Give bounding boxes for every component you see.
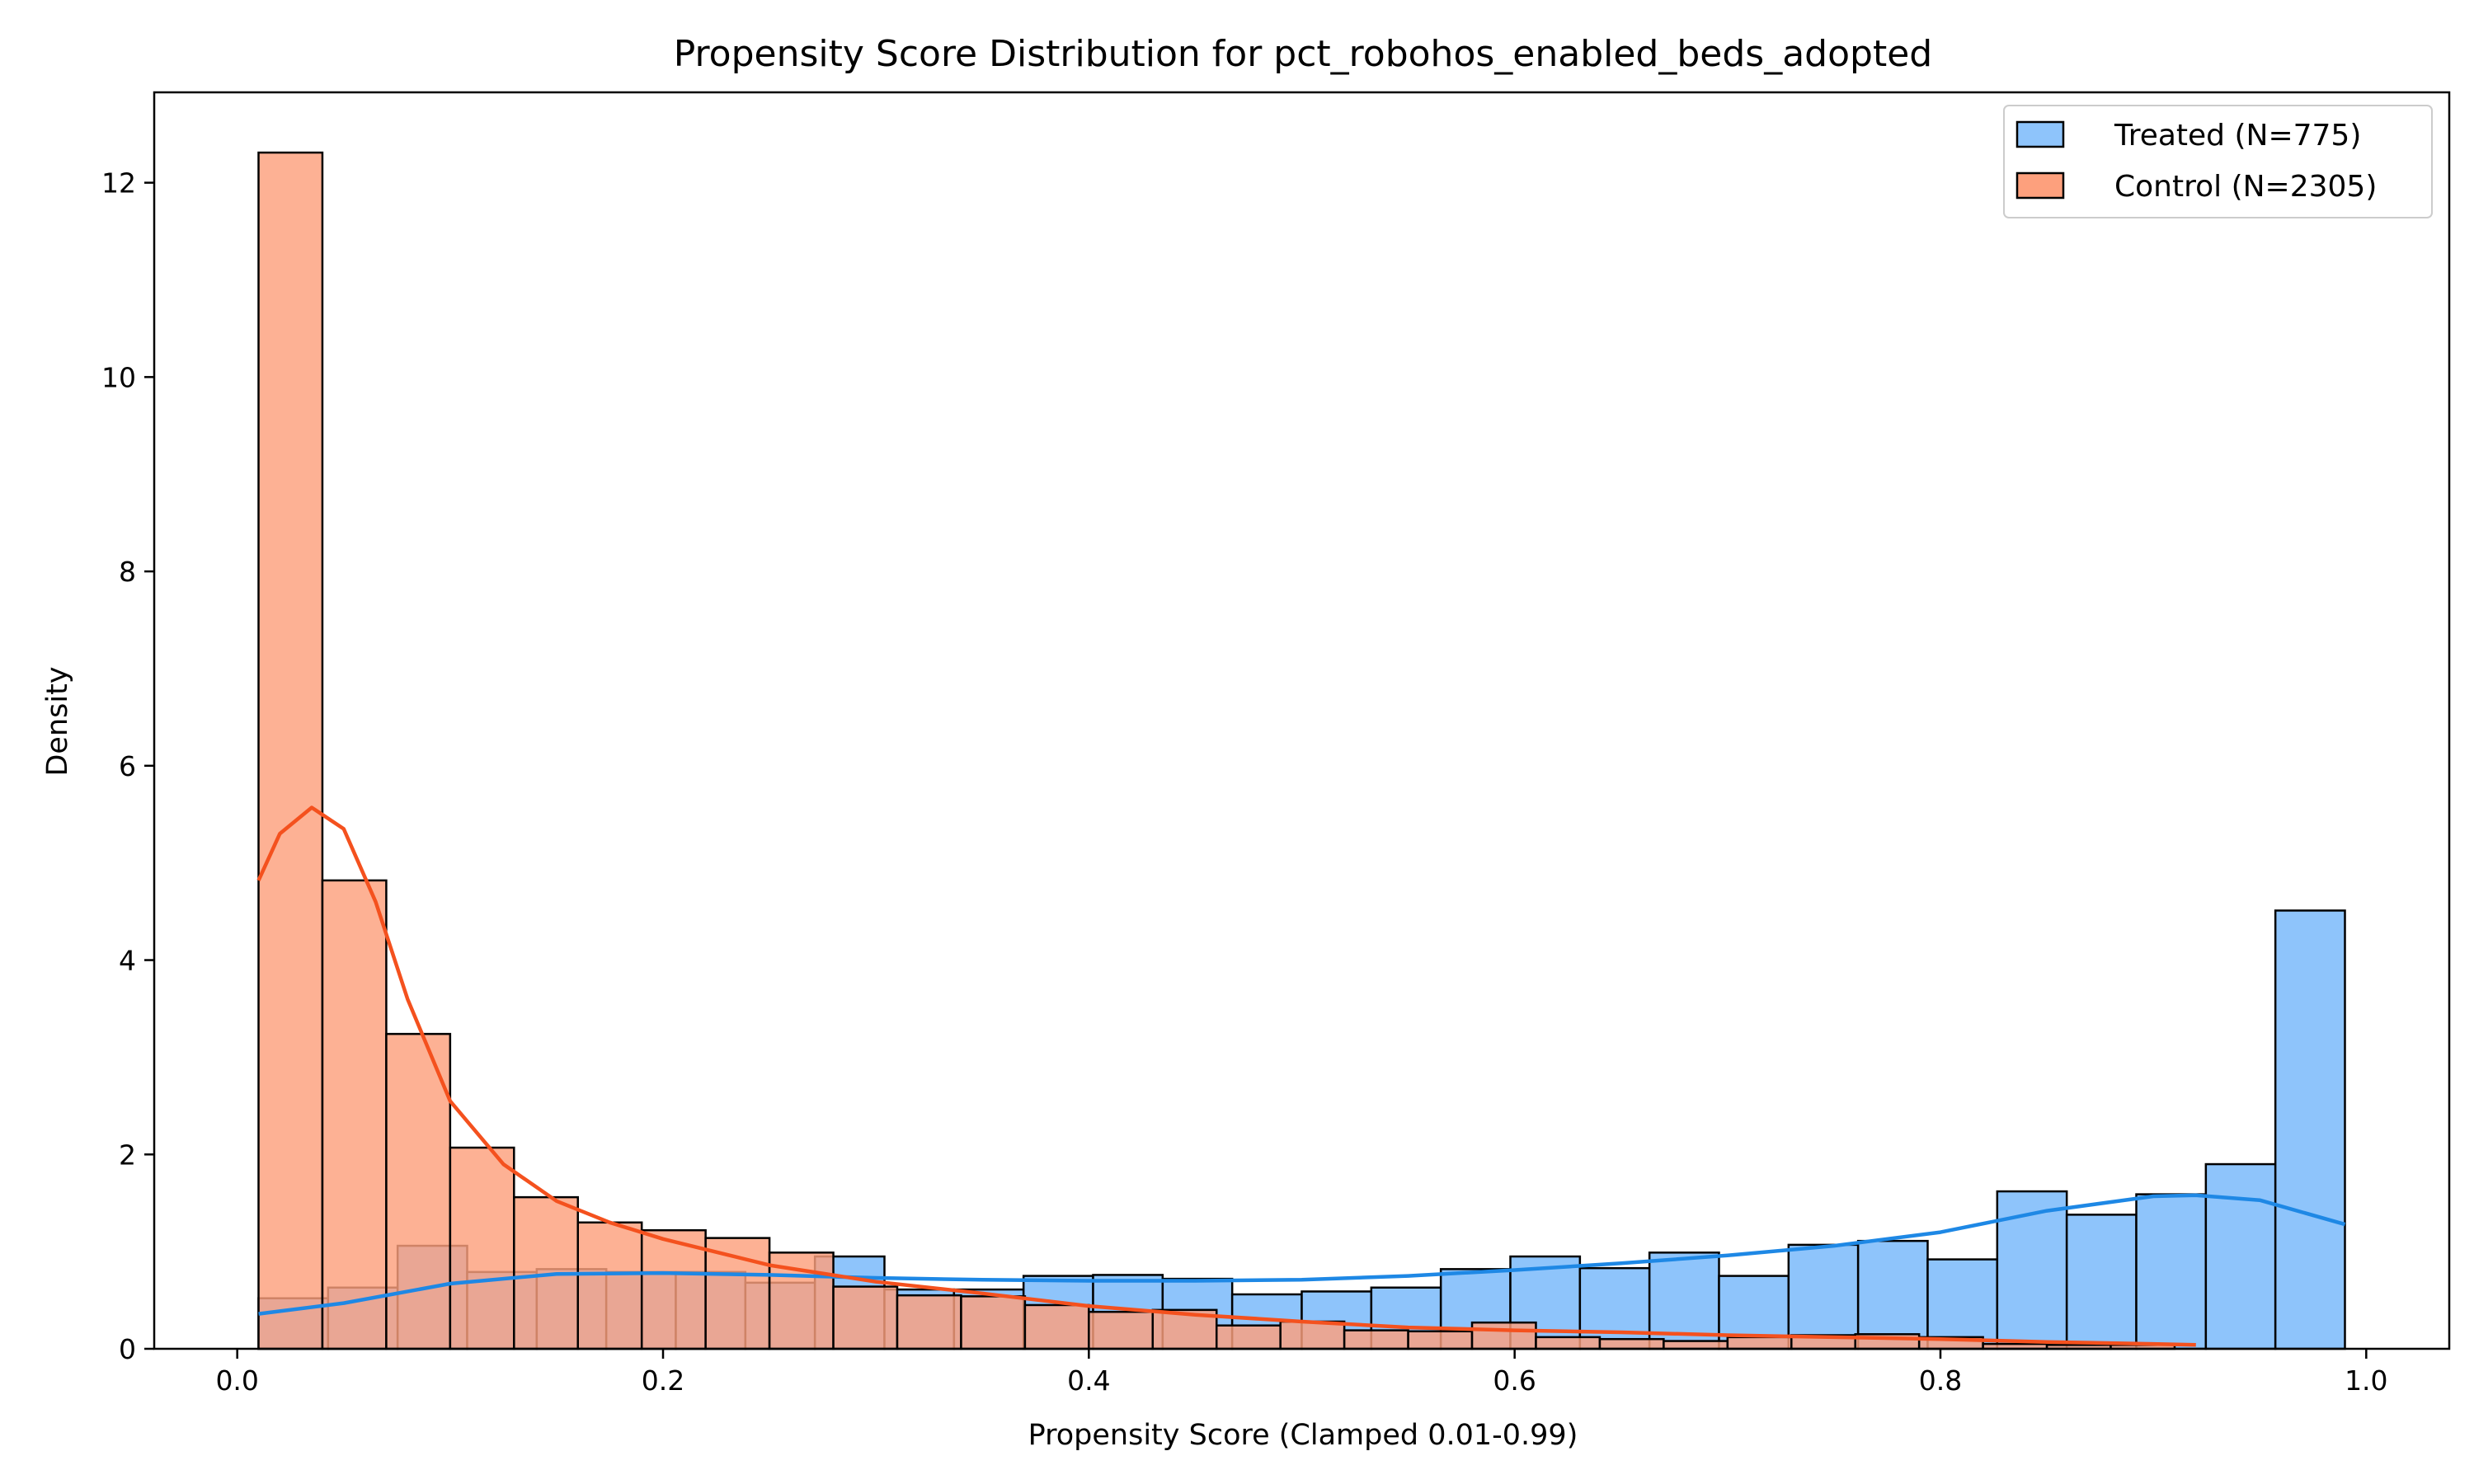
histogram-bar (2135, 1193, 2208, 1350)
kde-line-treated (258, 1193, 2346, 1316)
histogram-bar (1088, 1310, 1155, 1350)
chart-title: Propensity Score Distribution for pct_ro… (674, 33, 1932, 75)
y-axis-label: Density (41, 666, 74, 776)
legend-swatch-control (2015, 171, 2065, 200)
histogram-bar (1343, 1329, 1409, 1350)
y-tick-label: 8 (119, 556, 136, 588)
histogram-bar (2274, 909, 2346, 1350)
y-tick-label: 2 (119, 1139, 136, 1171)
x-tick-label: 0.2 (642, 1364, 684, 1397)
x-tick-label: 0.0 (215, 1364, 258, 1397)
x-tick-label: 0.6 (1493, 1364, 1536, 1397)
legend-label-treated: Treated (N=775) (2114, 119, 2361, 153)
histogram-bar (960, 1295, 1027, 1350)
plot-area: 0.0 0.2 0.4 0.6 0.8 1.0 0 2 4 6 8 10 12 (101, 91, 2451, 1397)
histogram-bar (1663, 1340, 1729, 1350)
histogram-bar (1856, 1239, 1929, 1350)
histogram-bar (2065, 1214, 2138, 1350)
histogram-bar (1926, 1258, 1999, 1350)
histogram-bar (2204, 1162, 2277, 1350)
histogram-bar (1470, 1321, 1537, 1350)
histogram-bar (1279, 1320, 1346, 1350)
x-tick-label: 1.0 (2345, 1364, 2387, 1397)
y-tick-label: 10 (101, 361, 136, 393)
legend-swatch-treated (2015, 120, 2065, 148)
histogram-bar (1215, 1324, 1282, 1350)
histogram-bar (1535, 1336, 1602, 1350)
histogram-bar (896, 1294, 962, 1350)
histogram-bar (1598, 1337, 1665, 1350)
x-tick-label: 0.8 (1919, 1364, 1962, 1397)
y-tick-label: 0 (119, 1333, 136, 1365)
y-tick-label: 6 (119, 750, 136, 782)
histogram-bar (1787, 1243, 1860, 1350)
histogram-bar (449, 1146, 515, 1350)
y-tick-label: 4 (119, 945, 136, 977)
bars-control (257, 151, 2176, 1350)
x-axis-label: Propensity Score (Clamped 0.01-0.99) (1028, 1419, 1578, 1452)
legend: Treated (N=775) Control (N=2305) (2003, 105, 2433, 218)
histogram-bar (1726, 1336, 1793, 1350)
histogram-bar (576, 1221, 643, 1350)
histogram-bar (385, 1032, 452, 1350)
legend-frame (2003, 105, 2433, 218)
histogram-bar (704, 1237, 771, 1350)
histogram-bar (832, 1285, 899, 1350)
histogram-bar (1407, 1330, 1474, 1350)
kde-line-control (256, 805, 2196, 1347)
y-tick-label: 12 (101, 167, 136, 200)
histogram-bar (1578, 1266, 1651, 1350)
histogram-bar (257, 151, 324, 1350)
legend-label-control: Control (N=2305) (2114, 170, 2377, 204)
x-tick-label: 0.4 (1067, 1364, 1110, 1397)
histogram-bar (321, 879, 388, 1350)
plot-frame (153, 91, 2451, 1350)
histogram-bar (1023, 1303, 1090, 1350)
